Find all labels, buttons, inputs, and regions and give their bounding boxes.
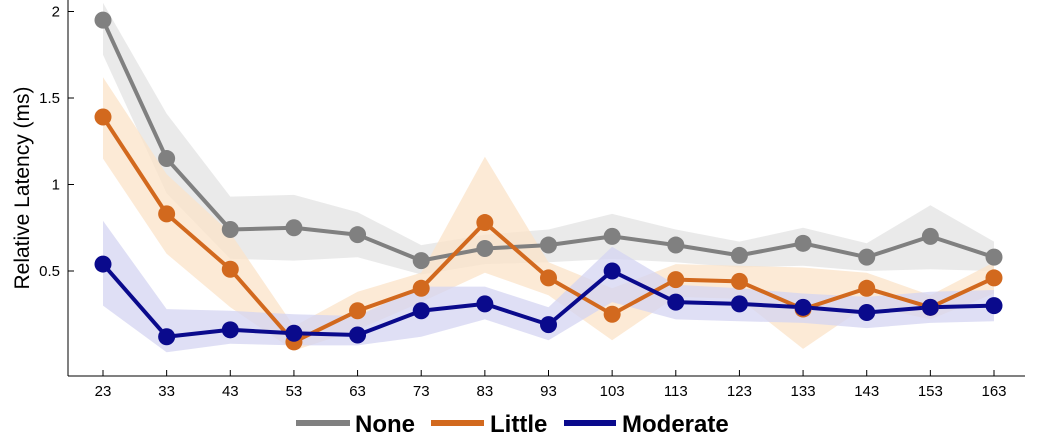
point-moderate bbox=[349, 326, 367, 344]
y-tick-label: 1 bbox=[52, 177, 60, 194]
point-moderate bbox=[476, 295, 494, 313]
point-none bbox=[349, 226, 367, 244]
band-little bbox=[103, 77, 994, 351]
point-moderate bbox=[158, 328, 176, 346]
point-moderate bbox=[858, 304, 876, 322]
point-little bbox=[412, 279, 430, 297]
point-moderate bbox=[603, 262, 621, 280]
band-moderate bbox=[103, 220, 994, 353]
x-tick-label: 23 bbox=[95, 383, 112, 400]
x-tick-label: 83 bbox=[477, 383, 494, 400]
point-none bbox=[221, 220, 239, 238]
x-ticks: 23 33 43 53 63 73 83 93 103 113 123 133 143 153 163 bbox=[95, 370, 1007, 400]
legend: None Little Moderate bbox=[296, 411, 729, 438]
point-moderate bbox=[540, 316, 557, 334]
confidence-bands bbox=[103, 2, 994, 353]
x-tick-label: 103 bbox=[600, 383, 625, 400]
x-tick-label: 113 bbox=[664, 383, 688, 400]
point-none bbox=[412, 252, 430, 270]
point-none bbox=[730, 246, 748, 264]
x-tick-label: 123 bbox=[727, 383, 752, 400]
point-little bbox=[349, 302, 367, 320]
point-little bbox=[730, 272, 748, 290]
point-moderate bbox=[412, 302, 430, 320]
x-tick-label: 143 bbox=[854, 383, 879, 400]
point-little bbox=[985, 269, 1003, 287]
series-points bbox=[94, 11, 1003, 351]
point-none bbox=[603, 227, 621, 245]
point-little bbox=[158, 205, 176, 223]
point-little bbox=[540, 269, 557, 287]
point-none bbox=[667, 236, 685, 254]
point-none bbox=[540, 236, 557, 254]
band-none bbox=[103, 2, 994, 275]
point-little bbox=[221, 260, 239, 278]
point-none bbox=[94, 11, 112, 29]
x-tick-label: 93 bbox=[540, 383, 557, 400]
point-none bbox=[476, 240, 494, 258]
y-ticks: 0.5 1 1.5 2 bbox=[39, 4, 74, 280]
y-tick-label: 1.5 bbox=[39, 90, 60, 107]
point-moderate bbox=[921, 298, 939, 316]
point-little bbox=[476, 214, 494, 232]
x-tick-label: 163 bbox=[981, 383, 1006, 400]
x-tick-label: 33 bbox=[158, 383, 175, 400]
axes bbox=[67, 0, 1025, 377]
x-tick-label: 133 bbox=[791, 383, 816, 400]
point-little bbox=[858, 279, 876, 297]
legend-label-moderate: Moderate bbox=[622, 411, 729, 438]
x-tick-label: 43 bbox=[222, 383, 239, 400]
point-none bbox=[285, 219, 303, 237]
y-tick-label: 2 bbox=[52, 4, 60, 21]
point-moderate bbox=[94, 255, 112, 273]
point-moderate bbox=[985, 297, 1003, 315]
y-axis-title: Relative Latency (ms) bbox=[11, 86, 34, 289]
x-tick-label: 63 bbox=[349, 383, 366, 400]
point-none bbox=[858, 248, 876, 266]
legend-label-little: Little bbox=[490, 411, 547, 438]
x-tick-label: 153 bbox=[918, 383, 943, 400]
x-tick-label: 53 bbox=[286, 383, 303, 400]
point-moderate bbox=[667, 293, 685, 311]
x-tick-label: 73 bbox=[413, 383, 430, 400]
point-moderate bbox=[221, 321, 239, 339]
point-none bbox=[794, 234, 812, 252]
point-little bbox=[667, 271, 685, 289]
y-tick-label: 0.5 bbox=[39, 263, 60, 280]
point-none bbox=[921, 227, 939, 245]
point-little bbox=[603, 305, 621, 323]
point-none bbox=[985, 248, 1003, 266]
point-moderate bbox=[285, 324, 303, 342]
legend-label-none: None bbox=[355, 411, 415, 438]
point-moderate bbox=[730, 295, 748, 313]
point-none bbox=[158, 150, 176, 168]
point-little bbox=[94, 108, 112, 126]
point-moderate bbox=[794, 298, 812, 316]
